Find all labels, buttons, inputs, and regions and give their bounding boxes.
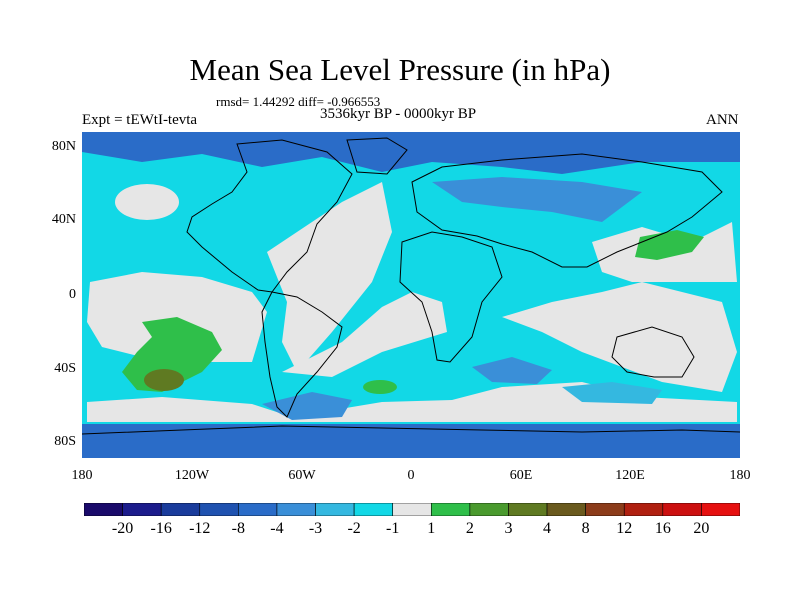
coast-south-america [261, 291, 343, 418]
colorbar-segment [122, 503, 162, 516]
colorbar-segment [199, 503, 239, 516]
colorbar-segment [238, 503, 278, 516]
neutral-north-atlantic [267, 182, 392, 372]
experiment-label: Expt = tEWtI-tevta [82, 112, 198, 128]
blue-eurasia [432, 177, 642, 222]
colorbar-segment [160, 503, 201, 516]
colorbar-segment [701, 503, 740, 516]
green-south-atlantic [363, 380, 397, 394]
blue-arctic [82, 132, 740, 174]
colorbar-segment [276, 503, 316, 516]
colorbar-label: 3 [504, 520, 513, 537]
colorbar-label: 20 [693, 520, 710, 537]
coast-australia [611, 326, 695, 378]
lon-label-180e: 180 [729, 468, 751, 483]
neutral-nw-pacific [115, 184, 179, 220]
colorbar [84, 503, 740, 516]
lon-label-0: 0 [407, 468, 415, 483]
colorbar-segment [315, 503, 355, 516]
lat-label-40s: 40S [54, 361, 76, 376]
lat-label-40n: 40N [51, 212, 76, 227]
blue-south-pacific [262, 392, 352, 420]
colorbar-label: -16 [150, 520, 172, 537]
blue-antarctic [82, 424, 740, 458]
colorbar-label: 8 [581, 520, 590, 537]
colorbar-label: -2 [347, 520, 361, 537]
coast-north-america [186, 139, 353, 293]
lon-label-60w: 60W [288, 468, 316, 483]
colorbar-segment [430, 503, 471, 516]
green-south-pacific [122, 317, 222, 392]
lon-label-120w: 120W [174, 468, 210, 483]
colorbar-segment [353, 503, 394, 516]
colorbar-segment [469, 503, 509, 516]
colorbar-segment [392, 503, 432, 516]
colorbar-segment [508, 503, 548, 516]
blue-southern-indian [562, 382, 662, 404]
chart-title: Mean Sea Level Pressure (in hPa) [189, 52, 611, 87]
colorbar-label: 2 [465, 520, 474, 537]
colorbar-label: 4 [543, 520, 552, 537]
colorbar-label: 1 [427, 520, 436, 537]
coast-africa [399, 231, 503, 363]
coast-antarctica [82, 425, 740, 435]
colorbar-label: -12 [189, 520, 211, 537]
colorbar-segment [546, 503, 586, 516]
colorbar-segment [662, 503, 702, 516]
colorbar-segment [84, 503, 123, 516]
olive-center [144, 369, 184, 391]
neutral-south-atlantic [282, 292, 447, 377]
colorbar-label: 16 [654, 520, 671, 537]
lon-label-60e: 60E [509, 468, 533, 483]
pressure-map [82, 132, 740, 458]
stats-text: rmsd= 1.44292 diff= -0.966553 [216, 94, 381, 109]
blue-regions [82, 132, 740, 458]
lat-label-80n: 80N [51, 139, 76, 154]
blue-south-atlantic [472, 357, 552, 384]
coastlines [82, 137, 740, 435]
coast-eurasia [411, 153, 723, 268]
colorbar-label: -8 [231, 520, 245, 537]
season-label: ANN [706, 112, 739, 128]
colorbar-label: -1 [386, 520, 400, 537]
colorbar-label: 12 [616, 520, 633, 537]
lon-label-120e: 120E [615, 468, 645, 483]
lat-label-80s: 80S [54, 434, 76, 449]
colorbar-segment [585, 503, 625, 516]
neutral-indian-ocean [502, 282, 737, 392]
neutral-regions [87, 182, 737, 422]
period-text: 3536kyr BP - 0000kyr BP [320, 106, 477, 122]
colorbar-label: -3 [308, 520, 323, 537]
lat-label-0: 0 [69, 287, 76, 302]
lon-label-180w: 180 [71, 468, 93, 483]
colorbar-label: -20 [111, 520, 134, 537]
colorbar-segment [623, 503, 664, 516]
coast-greenland [346, 137, 408, 175]
colorbar-label: -4 [270, 520, 284, 537]
